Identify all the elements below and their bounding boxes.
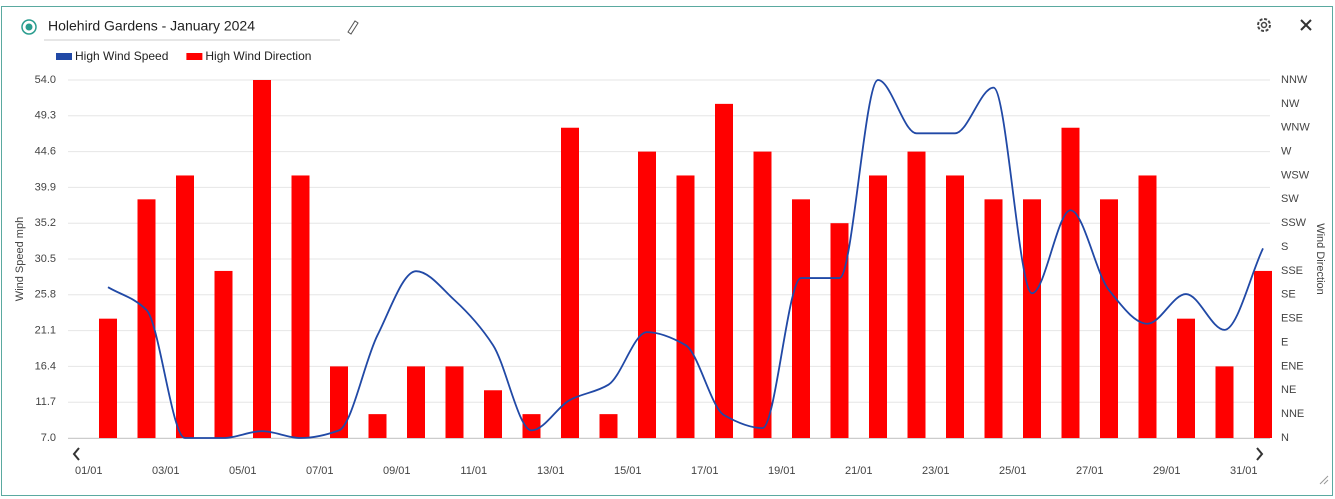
status-icon xyxy=(21,19,37,35)
x-tick-label: 31/01 xyxy=(1230,465,1258,477)
scroll-right[interactable] xyxy=(1256,447,1264,461)
x-tick-label: 09/01 xyxy=(383,465,411,477)
bar xyxy=(1023,199,1041,438)
legend-swatch xyxy=(186,53,203,60)
bar xyxy=(291,175,310,438)
y-tick-label: 30.5 xyxy=(35,253,56,265)
bar xyxy=(330,366,348,438)
x-tick-label: 07/01 xyxy=(306,465,334,477)
bar xyxy=(869,175,887,438)
bar xyxy=(830,223,849,438)
status-dot xyxy=(25,23,33,31)
bar xyxy=(907,151,926,438)
bar xyxy=(484,390,502,438)
y-tick-label: 35.2 xyxy=(35,217,56,229)
bar xyxy=(676,175,695,438)
y2-tick-label: NNW xyxy=(1281,74,1308,86)
legend-label: High Wind Direction xyxy=(205,49,311,63)
y2-tick-label: SSE xyxy=(1281,265,1303,277)
bar xyxy=(753,151,772,438)
y2-tick-label: W xyxy=(1281,146,1292,158)
y-tick-label: 39.9 xyxy=(35,181,56,193)
bar xyxy=(1138,175,1157,438)
y2-tick-label: SE xyxy=(1281,289,1296,301)
y-tick-label: 49.3 xyxy=(35,110,56,122)
bar xyxy=(407,366,425,438)
bar xyxy=(599,414,618,438)
bar xyxy=(253,80,271,438)
bar xyxy=(1177,318,1195,438)
y2-tick-label: ESE xyxy=(1281,313,1303,325)
bar xyxy=(638,151,656,438)
bar xyxy=(176,175,194,438)
y2-axis-label: Wind Direction xyxy=(1314,223,1326,295)
y2-tick-label: S xyxy=(1281,241,1288,253)
bar xyxy=(561,127,579,438)
y-tick-label: 21.1 xyxy=(35,325,56,337)
scroll-left[interactable] xyxy=(72,447,80,461)
legend-swatch xyxy=(56,53,72,60)
bar xyxy=(715,103,733,438)
y2-tick-label: N xyxy=(1281,432,1289,444)
x-tick-label: 13/01 xyxy=(537,465,565,477)
x-tick-label: 17/01 xyxy=(691,465,719,477)
bar xyxy=(522,414,541,438)
bar xyxy=(214,270,233,438)
y-tick-label: 25.8 xyxy=(35,289,56,301)
y2-tick-label: NE xyxy=(1281,384,1296,396)
bar xyxy=(792,199,810,438)
y-tick-label: 16.4 xyxy=(35,360,56,372)
x-tick-label: 15/01 xyxy=(614,465,642,477)
x-tick-label: 03/01 xyxy=(152,465,180,477)
y-axis-label: Wind Speed mph xyxy=(14,217,26,301)
y2-tick-label: NNE xyxy=(1281,408,1304,420)
x-tick-label: 21/01 xyxy=(845,465,873,477)
bar xyxy=(984,199,1003,438)
bar xyxy=(99,318,117,438)
close-icon[interactable] xyxy=(1300,19,1312,31)
bar xyxy=(946,175,964,438)
bar xyxy=(1061,127,1080,438)
y-tick-label: 11.7 xyxy=(35,396,56,408)
x-tick-label: 23/01 xyxy=(922,465,950,477)
chart-title: Holehird Gardens - January 2024 xyxy=(48,18,255,34)
legend-label: High Wind Speed xyxy=(75,49,168,63)
line xyxy=(107,79,1264,439)
y2-tick-label: E xyxy=(1281,336,1288,348)
bar xyxy=(1215,366,1234,438)
x-tick-label: 05/01 xyxy=(229,465,257,477)
bar xyxy=(137,199,156,438)
y-tick-label: 44.6 xyxy=(35,146,56,158)
bar xyxy=(1254,270,1272,438)
y2-tick-label: ENE xyxy=(1281,360,1304,372)
bar xyxy=(368,414,387,438)
y-tick-label: 7.0 xyxy=(41,432,56,444)
y-tick-label: 54.0 xyxy=(35,74,56,86)
y2-tick-label: SSW xyxy=(1281,217,1307,229)
y2-tick-label: WSW xyxy=(1281,169,1310,181)
y2-tick-label: SW xyxy=(1281,193,1299,205)
x-tick-label: 29/01 xyxy=(1153,465,1181,477)
x-tick-label: 19/01 xyxy=(768,465,796,477)
x-tick-label: 11/01 xyxy=(460,465,487,477)
settings-icon[interactable] xyxy=(1257,18,1271,32)
bar xyxy=(1100,199,1118,438)
y2-tick-label: WNW xyxy=(1281,122,1310,134)
x-tick-label: 01/01 xyxy=(75,465,103,477)
x-tick-label: 27/01 xyxy=(1076,465,1104,477)
resize-handle[interactable] xyxy=(1319,475,1329,485)
bar xyxy=(445,366,464,438)
x-tick-label: 25/01 xyxy=(999,465,1027,477)
edit-icon[interactable] xyxy=(347,20,359,35)
y2-tick-label: NW xyxy=(1281,98,1300,110)
